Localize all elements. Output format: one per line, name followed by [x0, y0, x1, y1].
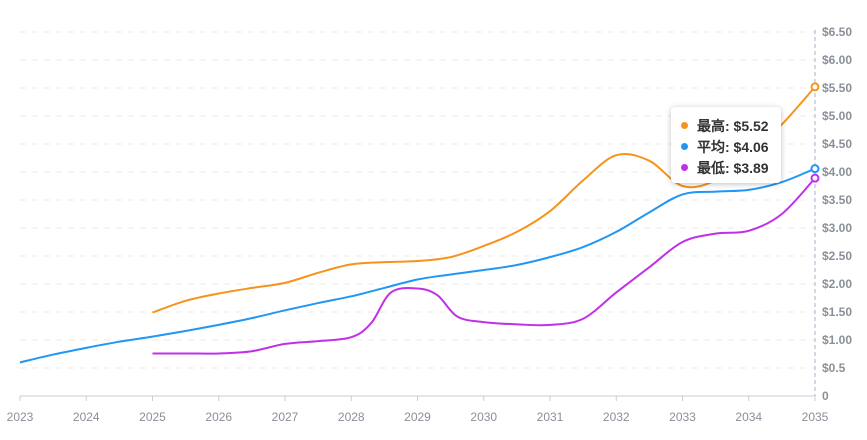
- series-lines: [19, 86, 816, 364]
- y-tick-label: $4.50: [822, 137, 852, 151]
- y-tick-label: $1.00: [822, 333, 852, 347]
- x-axis: 2023 2024 2025 2026 2027 2028 2029 2030 2031 2032…: [7, 395, 829, 424]
- average-dot-icon: [681, 143, 688, 150]
- y-tick-label: $3.00: [822, 221, 852, 235]
- tooltip-row-high: 最高: $5.52: [681, 115, 781, 136]
- y-tick-label: 0: [822, 389, 829, 403]
- series-line: [152, 86, 816, 314]
- x-tick-label: 2028: [338, 410, 365, 424]
- series-end-marker: [810, 173, 820, 183]
- x-tick-label: 2025: [139, 410, 166, 424]
- grid-lines: [20, 30, 816, 396]
- series-end-marker: [810, 82, 820, 92]
- y-tick-label: $6.50: [822, 25, 852, 39]
- x-tick-label: 2032: [603, 410, 630, 424]
- y-tick-label: $3.50: [822, 193, 852, 207]
- tooltip-average-label: 平均: $4.06: [697, 138, 769, 155]
- x-tick-label: 2035: [802, 410, 829, 424]
- y-tick-label: $6.00: [822, 53, 852, 67]
- series-line: [19, 167, 816, 364]
- x-tick-label: 2027: [272, 410, 299, 424]
- y-tick-label: $5.00: [822, 109, 852, 123]
- y-tick-label: $2.00: [822, 277, 852, 291]
- x-tick-label: 2024: [73, 410, 100, 424]
- x-tick-label: 2026: [205, 410, 232, 424]
- x-tick-label: 2034: [735, 410, 762, 424]
- y-tick-label: $1.50: [822, 305, 852, 319]
- y-tick-label: $2.50: [822, 249, 852, 263]
- series-markers: [810, 82, 820, 183]
- tooltip-row-average: 平均: $4.06: [681, 136, 781, 157]
- x-tick-label: 2033: [669, 410, 696, 424]
- x-tick-label: 2029: [404, 410, 431, 424]
- tooltip-high-label: 最高: $5.52: [697, 117, 769, 134]
- tooltip-low-label: 最低: $3.89: [697, 159, 769, 176]
- hover-tooltip: 最高: $5.52 平均: $4.06 最低: $3.89: [671, 107, 781, 183]
- x-tick-label: 2023: [7, 410, 34, 424]
- x-tick-label: 2031: [537, 410, 564, 424]
- y-tick-label: $0.5: [822, 361, 846, 375]
- series-line: [152, 177, 816, 355]
- high-dot-icon: [681, 122, 688, 129]
- y-tick-label: $5.50: [822, 81, 852, 95]
- low-dot-icon: [681, 164, 688, 171]
- x-tick-label: 2030: [470, 410, 497, 424]
- y-axis: 0 $0.5 $1.00 $1.50 $2.00 $2.50 $3.00 $3.50 $4.00…: [822, 25, 852, 403]
- y-tick-label: $4.00: [822, 165, 852, 179]
- series-end-marker: [810, 164, 820, 174]
- tooltip-row-low: 最低: $3.89: [681, 157, 781, 178]
